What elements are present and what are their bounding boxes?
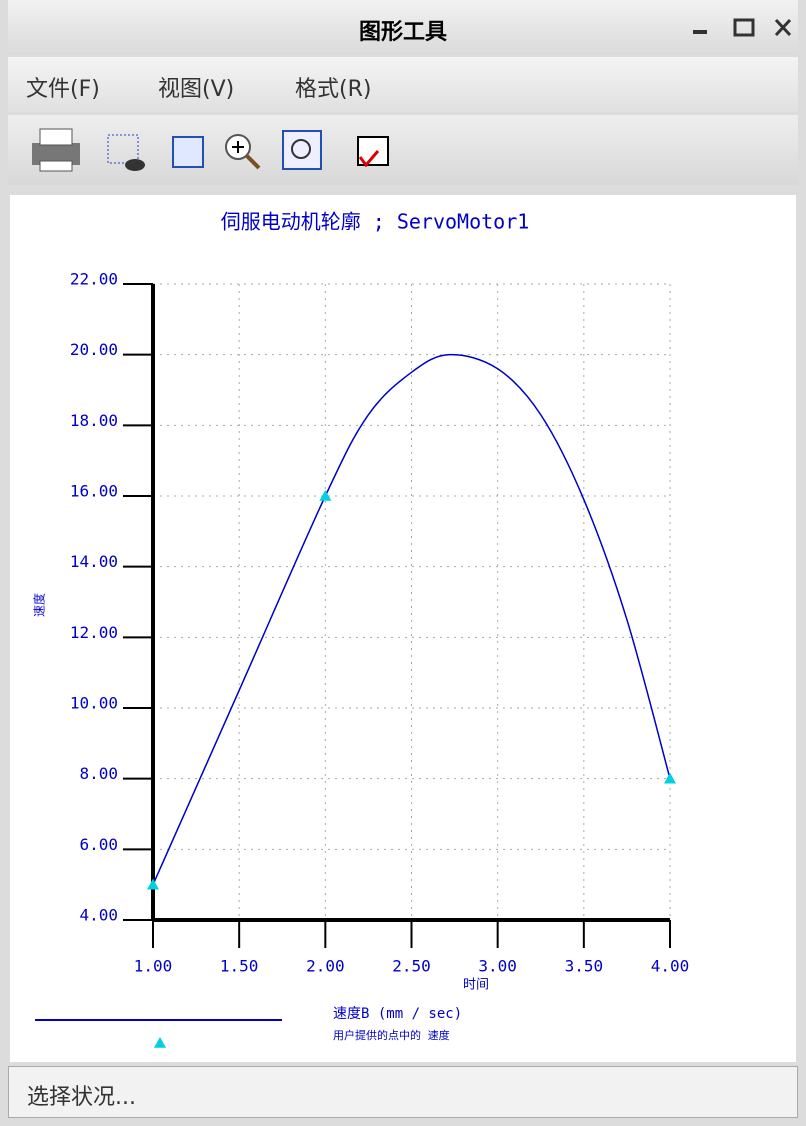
y-tick-label: 16.00 xyxy=(70,482,118,501)
data-point xyxy=(319,490,332,501)
format-button[interactable] xyxy=(357,136,389,168)
print-button[interactable] xyxy=(32,128,80,172)
y-tick-label: 10.00 xyxy=(70,694,118,713)
status-bar: 选择状况... xyxy=(8,1066,798,1118)
y-axis-label: 速度 xyxy=(32,593,47,617)
minimize[interactable] xyxy=(693,30,707,34)
menu-file[interactable]: 文件(F) xyxy=(26,77,100,102)
x-tick-label: 2.00 xyxy=(306,957,345,976)
title-bar: 图形工具 xyxy=(8,0,798,55)
y-tick-label: 18.00 xyxy=(70,411,118,430)
y-tick-label: 4.00 xyxy=(79,906,118,925)
x-tick-label: 4.00 xyxy=(651,957,690,976)
x-tick-label: 3.00 xyxy=(478,957,517,976)
toolbar-icons xyxy=(32,128,389,172)
x-tick-label: 1.50 xyxy=(220,957,259,976)
close[interactable] xyxy=(774,18,792,37)
x-tick-label: 3.50 xyxy=(565,957,604,976)
toolbar xyxy=(8,115,798,185)
menu-format[interactable]: 格式(R) xyxy=(295,77,372,102)
y-tick-label: 6.00 xyxy=(79,835,118,854)
chart-panel: 伺服电动机轮廓 ; ServoMotor1 速度 时间 4.00 6.00 8.00… xyxy=(10,195,796,1062)
data-point xyxy=(664,772,676,784)
y-tick-label: 22.00 xyxy=(70,270,118,289)
legend-marker xyxy=(154,1037,166,1048)
x-axis-label: 时间 xyxy=(463,978,489,993)
legend-label: 用户提供的点中的 速度 xyxy=(333,1028,450,1042)
window-controls[interactable] xyxy=(658,0,798,55)
window-title: 图形工具 xyxy=(358,20,447,45)
menu-view[interactable]: 视图(V) xyxy=(158,77,235,102)
data-line xyxy=(152,353,671,885)
x-tick-label: 1.00 xyxy=(134,957,173,976)
maximize[interactable] xyxy=(733,18,755,37)
data-point xyxy=(147,878,159,890)
y-tick-label: 20.00 xyxy=(70,340,118,359)
zoom-fit-button[interactable] xyxy=(282,130,322,170)
zoom-in-button[interactable] xyxy=(225,134,261,170)
y-tick-label: 8.00 xyxy=(79,764,118,783)
chart: 伺服电动机轮廓 ; ServoMotor1 速度 时间 4.00 6.00 8.00… xyxy=(32,210,690,1048)
y-tick-label: 12.00 xyxy=(70,623,118,642)
edit-button[interactable] xyxy=(172,136,204,168)
grid-button[interactable] xyxy=(107,134,145,171)
x-tick-label: 2.50 xyxy=(392,957,431,976)
legend-label: 速度B (mm / sec) xyxy=(333,1006,462,1022)
menu-bar: 文件(F) 视图(V) 格式(R) xyxy=(8,57,798,112)
chart-title: 伺服电动机轮廓 ; ServoMotor1 xyxy=(221,210,530,234)
y-tick-label: 14.00 xyxy=(70,552,118,571)
status-text: 选择状况... xyxy=(27,1085,136,1110)
